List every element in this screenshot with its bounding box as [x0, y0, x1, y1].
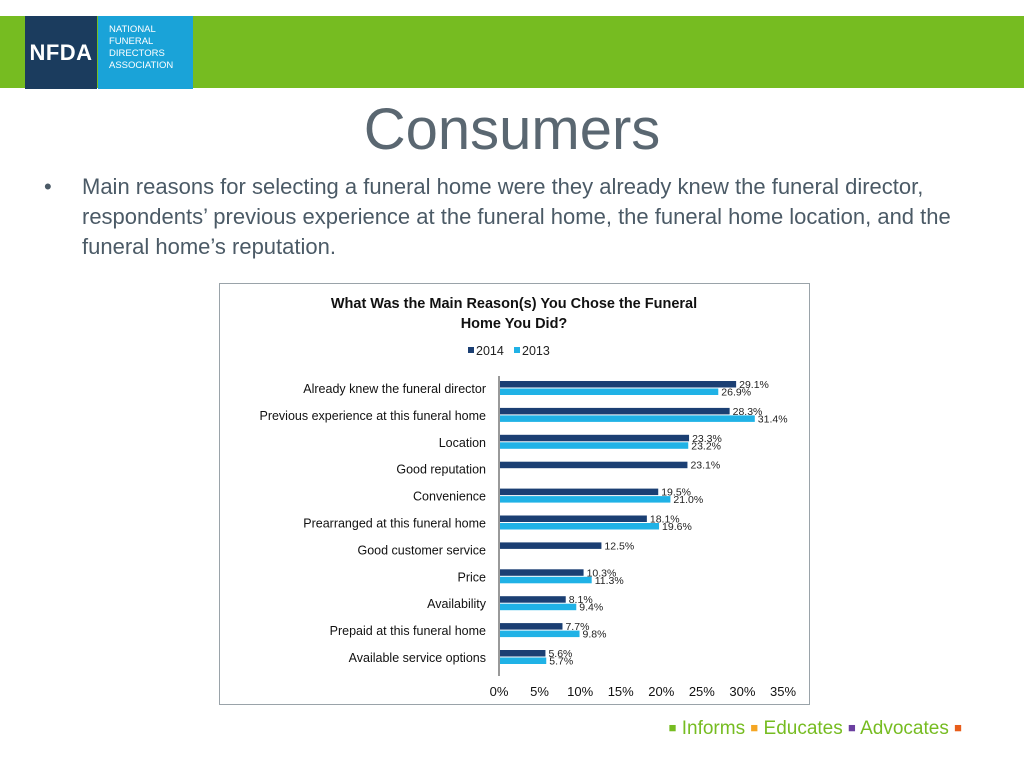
- chart-title: What Was the Main Reason(s) You Chose th…: [331, 296, 697, 312]
- legend-label-2013: 2013: [522, 344, 550, 358]
- bar-2014: [500, 569, 584, 576]
- logo-line: NATIONAL: [109, 24, 156, 35]
- bar-2013: [500, 496, 671, 503]
- chart-container: What Was the Main Reason(s) You Chose th…: [219, 283, 810, 705]
- x-tick-label: 10%: [567, 684, 593, 699]
- category-label: Available service options: [349, 651, 486, 665]
- data-label-2014: 28.3%: [733, 406, 763, 418]
- bullet-point: • Main reasons for selecting a funeral h…: [44, 172, 964, 262]
- bar-2014: [500, 515, 647, 522]
- data-label-2013: 9.4%: [579, 602, 603, 614]
- data-label-2014: 23.3%: [692, 433, 722, 445]
- legend-swatch-2013: [514, 347, 520, 353]
- x-tick-label: 30%: [729, 684, 755, 699]
- category-label: Price: [458, 570, 487, 584]
- bar-2014: [500, 434, 690, 442]
- logo-line: ASSOCIATION: [109, 60, 174, 71]
- x-tick-label: 15%: [608, 684, 634, 699]
- category-label: Convenience: [413, 490, 486, 504]
- category-label: Prearranged at this funeral home: [303, 517, 486, 531]
- x-tick-label: 5%: [530, 684, 549, 699]
- tagline-informs: Informs: [681, 718, 746, 739]
- data-label-2013: 5.7%: [549, 656, 573, 668]
- bullet-marker: •: [44, 174, 52, 199]
- bar-2013: [500, 630, 580, 638]
- slide-title: Consumers: [363, 97, 661, 162]
- logo-line: DIRECTORS: [109, 48, 165, 59]
- data-label-2014: 19.5%: [661, 487, 691, 499]
- tagline-square: ■: [848, 720, 856, 735]
- data-label-2014: 23.1%: [690, 460, 720, 472]
- category-label: Location: [439, 436, 486, 450]
- nfda-logo: NFDA NATIONAL FUNERAL DIRECTORS ASSOCIAT…: [25, 16, 193, 89]
- bar-2013: [500, 523, 660, 530]
- bar-2013: [500, 442, 689, 449]
- footer-tagline: ■ Informs ■ Educates ■ Advocates ■: [669, 718, 962, 740]
- bar-chart: What Was the Main Reason(s) You Chose th…: [259, 296, 796, 699]
- legend-label-2014: 2014: [476, 344, 504, 358]
- logo-text: NATIONAL FUNERAL DIRECTORS ASSOCIATION: [98, 16, 193, 89]
- category-label: Previous experience at this funeral home: [259, 409, 486, 423]
- category-label: Availability: [427, 597, 487, 611]
- bar-2014: [500, 623, 563, 630]
- data-label-2013: 23.2%: [691, 440, 721, 452]
- x-tick-label: 25%: [689, 684, 715, 699]
- data-label-2013: 26.9%: [721, 387, 751, 399]
- data-label-2014: 5.6%: [548, 648, 572, 660]
- tagline-square: ■: [750, 720, 759, 735]
- category-label: Already knew the funeral director: [303, 382, 486, 396]
- data-label-2014: 10.3%: [587, 567, 617, 579]
- x-tick-label: 20%: [648, 684, 674, 699]
- category-label: Good reputation: [396, 463, 486, 477]
- data-label-2014: 8.1%: [569, 594, 593, 606]
- bar-2014: [500, 542, 602, 549]
- bar-2013: [500, 657, 547, 664]
- tagline-square: ■: [954, 720, 962, 735]
- tagline-advocates: Advocates: [860, 718, 949, 739]
- bar-2014: [500, 407, 730, 415]
- x-tick-label: 0%: [490, 684, 509, 699]
- bullet-text: Main reasons for selecting a funeral hom…: [82, 174, 951, 259]
- bar-2014: [500, 650, 546, 657]
- data-label-2013: 11.3%: [595, 575, 624, 587]
- bar-2014: [500, 488, 659, 496]
- data-label-2013: 31.4%: [758, 413, 788, 425]
- bar-2013: [500, 603, 577, 611]
- category-label: Good customer service: [357, 543, 486, 557]
- data-label-2013: 9.8%: [583, 629, 607, 641]
- bar-2013: [500, 576, 592, 584]
- logo-line: FUNERAL: [109, 36, 154, 47]
- chart-title: Home You Did?: [461, 316, 568, 332]
- category-label: Prepaid at this funeral home: [330, 624, 486, 638]
- bar-2013: [500, 388, 719, 395]
- logo-mark: NFDA: [25, 16, 97, 89]
- bar-2014: [500, 381, 737, 388]
- bar-2014: [500, 461, 688, 469]
- data-label-2014: 29.1%: [739, 379, 769, 391]
- data-label-2014: 7.7%: [565, 621, 589, 633]
- data-label-2014: 12.5%: [604, 540, 634, 552]
- tagline-educates: Educates: [763, 718, 843, 739]
- data-label-2013: 21.0%: [673, 494, 703, 506]
- legend-swatch-2014: [468, 347, 474, 353]
- data-label-2014: 18.1%: [650, 514, 680, 526]
- bar-2014: [500, 596, 566, 603]
- x-tick-label: 35%: [770, 684, 796, 699]
- bar-2013: [500, 415, 755, 422]
- data-label-2013: 19.6%: [662, 521, 692, 533]
- tagline-square: ■: [668, 720, 677, 735]
